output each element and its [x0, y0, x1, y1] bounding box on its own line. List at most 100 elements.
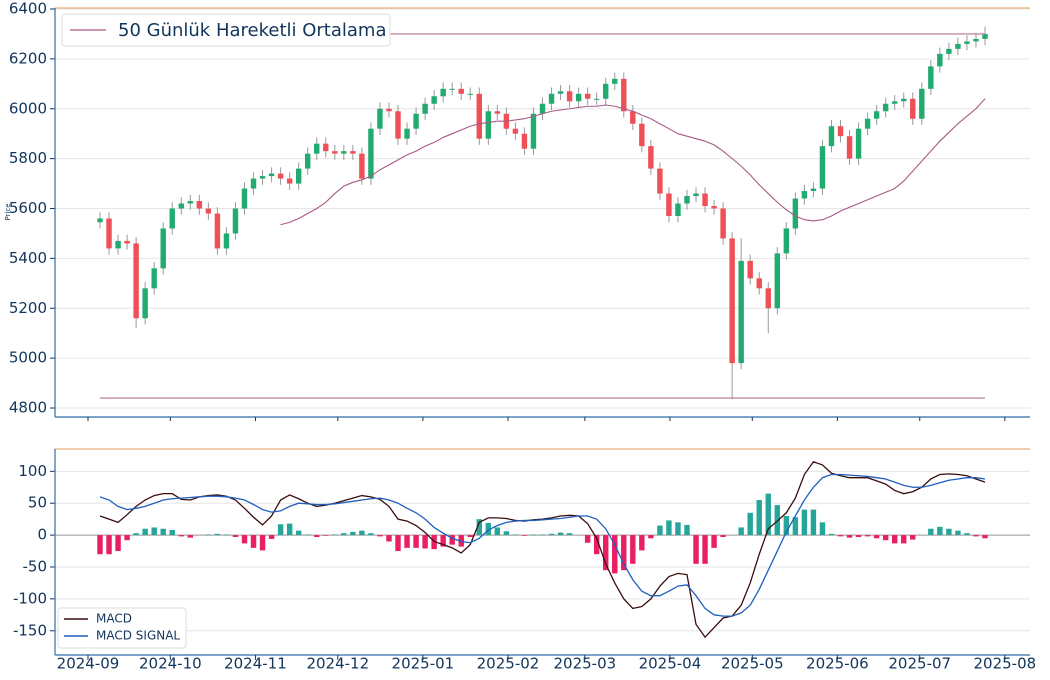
legend-label: MACD: [96, 612, 132, 626]
y-tick-label: 5000: [9, 349, 47, 367]
candle-body: [350, 151, 356, 154]
candle-body: [422, 103, 428, 114]
y-tick-label: 6200: [9, 49, 47, 67]
histogram-bar: [982, 535, 988, 539]
candle-body: [702, 193, 708, 207]
candle-body: [521, 133, 528, 149]
candle-body: [937, 53, 943, 67]
histogram-bar: [241, 535, 248, 544]
candle-body: [566, 91, 573, 102]
y-tick-label: -50: [23, 557, 48, 575]
histogram-bar: [332, 534, 338, 536]
histogram-bar: [449, 535, 455, 545]
histogram-bar: [124, 535, 130, 541]
legend-box: [61, 13, 391, 47]
histogram-bar: [286, 523, 293, 536]
series-line: [99, 460, 986, 639]
x-tick-label: 2025-04: [639, 655, 702, 673]
y-tick-label: 50: [28, 494, 47, 512]
histogram-bar: [593, 535, 600, 555]
x-tick-label: 2025-01: [392, 655, 455, 673]
histogram-bar: [738, 527, 744, 536]
candle-body: [250, 178, 257, 189]
histogram-bar: [314, 535, 320, 538]
histogram-bar: [819, 522, 826, 536]
histogram-bar: [828, 533, 835, 536]
candle-body: [982, 33, 988, 39]
candle-body: [873, 111, 880, 119]
candle-body: [747, 260, 753, 279]
histogram-bar: [566, 533, 573, 536]
candle-body: [539, 103, 546, 114]
candle-body: [837, 126, 844, 137]
histogram-bar: [937, 526, 943, 536]
histogram-bar: [133, 533, 139, 536]
histogram-bar: [702, 535, 708, 564]
candle-body: [973, 38, 979, 42]
candle-body: [928, 66, 934, 89]
candle-body: [882, 103, 889, 112]
histogram-bar: [801, 509, 808, 536]
histogram-bar: [639, 535, 645, 551]
candle-body: [395, 111, 401, 139]
histogram-bar: [205, 534, 212, 536]
candle-body: [142, 288, 148, 319]
candle-body: [783, 228, 790, 254]
candle-body: [946, 48, 952, 54]
histogram-bar: [756, 500, 762, 536]
y-tick-label: 5200: [9, 299, 47, 317]
candle-body: [684, 196, 690, 204]
candle-body: [801, 191, 808, 199]
y-tick-label: 5800: [9, 149, 47, 167]
candle-body: [232, 208, 239, 234]
histogram-bar: [747, 512, 753, 536]
histogram-bar: [810, 509, 817, 536]
histogram-bar: [530, 534, 537, 536]
histogram-bar: [946, 528, 952, 536]
histogram-bar: [368, 533, 374, 536]
histogram-bar: [277, 524, 284, 536]
histogram-bar: [386, 535, 392, 542]
candle-body: [584, 93, 591, 99]
candle-body: [178, 203, 184, 209]
histogram-bar: [612, 535, 618, 574]
histogram-bar: [295, 530, 302, 536]
histogram-bar: [106, 535, 112, 555]
histogram-bar: [792, 517, 799, 536]
histogram-bar: [115, 535, 121, 552]
y-tick-label: -150: [13, 621, 47, 639]
histogram-bar: [955, 530, 961, 536]
candle-body: [106, 218, 112, 249]
candle-body: [259, 176, 266, 179]
histogram-bar: [151, 527, 157, 536]
histogram-bar: [864, 535, 871, 537]
candle-body: [765, 288, 771, 309]
candle-body: [593, 98, 600, 100]
candle-body: [133, 243, 139, 319]
histogram-bar: [214, 533, 221, 536]
candle-body: [214, 213, 221, 249]
x-tick-label: 2024-09: [57, 655, 120, 673]
histogram-bar: [169, 529, 175, 536]
candle-body: [864, 118, 871, 129]
y-tick-label: 5600: [9, 199, 47, 217]
histogram-bar: [891, 535, 898, 544]
candle-body: [738, 260, 744, 364]
candle-body: [386, 108, 392, 112]
candle-body: [855, 128, 862, 159]
candle-body: [413, 113, 419, 129]
candle-body: [603, 83, 609, 99]
histogram-bar: [539, 534, 546, 536]
candle-body: [792, 198, 799, 229]
candle-body: [268, 173, 275, 177]
histogram-bar: [675, 522, 681, 536]
histogram-bar: [684, 524, 690, 536]
histogram-bar: [557, 532, 564, 536]
histogram-bar: [783, 515, 790, 536]
candle-body: [97, 218, 103, 223]
y-axis-label: Price: [4, 203, 12, 220]
candle-body: [485, 111, 492, 139]
candle-body: [675, 203, 681, 216]
histogram-bar: [395, 535, 401, 552]
